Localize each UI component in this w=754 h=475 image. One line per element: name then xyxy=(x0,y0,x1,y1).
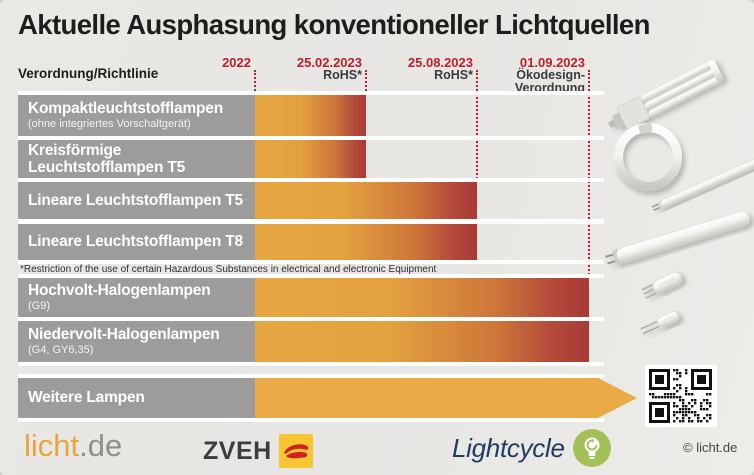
licht-de-orange-text: licht xyxy=(24,428,80,463)
ongoing-arrow-bar xyxy=(255,378,598,418)
zveh-swoosh-icon xyxy=(278,434,313,468)
lamp-photos xyxy=(605,59,754,335)
row-label: Lineare Leuchtstofflampen T5 xyxy=(18,182,255,219)
deadline-dotted-line xyxy=(476,70,478,182)
row-label: Kreisförmige Leuchtstofflampen T5 xyxy=(18,140,255,178)
deadline-dotted-line xyxy=(365,70,367,95)
deadline-date: 2022 xyxy=(222,55,251,70)
lightcycle-logo: Lightcycle xyxy=(452,429,611,467)
arrow-head xyxy=(598,378,637,418)
phase-out-bar xyxy=(255,182,477,219)
row-label: Hochvolt-Halogenlampen (G9) xyxy=(18,278,255,317)
lightcycle-bulb-icon xyxy=(572,429,611,467)
qr-code xyxy=(645,365,717,427)
copyright: © licht.de xyxy=(683,440,738,455)
footnote: *Restriction of the use of certain Hazar… xyxy=(20,263,437,275)
photo-halogen-lamp-g9 xyxy=(641,271,682,299)
photo-compact-fluorescent-lamp xyxy=(607,59,724,129)
zveh-logo: ZVEH xyxy=(203,434,313,468)
deadline-law: RoHS* xyxy=(434,68,473,82)
row-label: Kompaktleuchtstofflampen (ohne integriert… xyxy=(18,95,255,136)
licht-de-logo: licht.de xyxy=(24,428,122,464)
deadline-law: Ökodesign- xyxy=(516,68,585,82)
phase-out-bar xyxy=(255,321,589,362)
timeline-mark: 01.09.2023 Ökodesign- Verordnung xyxy=(438,56,589,95)
lightcycle-label: Lightcycle xyxy=(452,432,565,463)
row-label: Niedervolt-Halogenlampen (G4, GY6,35) xyxy=(18,321,255,362)
timeline-row: Lineare Leuchtstofflampen T5 xyxy=(18,182,604,219)
timeline-mark: 2022 xyxy=(104,56,255,69)
timeline-mark: 25.08.2023 RoHS* xyxy=(326,56,477,82)
page-title: Aktuelle Ausphasung konventioneller Lich… xyxy=(18,9,650,40)
timeline-mark: 25.02.2023 RoHS* xyxy=(215,56,366,82)
deadline-law: Verordnung xyxy=(514,81,585,95)
deadline-date: 01.09.2023 xyxy=(519,55,585,70)
row-label: Weitere Lampen xyxy=(18,378,255,418)
deadline-law: RoHS* xyxy=(323,68,362,82)
timeline-row: Niedervolt-Halogenlampen (G4, GY6,35) xyxy=(18,321,604,362)
zveh-label: ZVEH xyxy=(203,436,272,465)
phase-out-bar xyxy=(255,95,366,136)
timeline-row: Kompaktleuchtstofflampen (ohne integriert… xyxy=(18,95,604,136)
phase-out-bar xyxy=(255,278,589,317)
photo-circular-fluorescent-lamp xyxy=(614,123,682,191)
phase-out-bar xyxy=(255,224,477,260)
deadline-date: 25.02.2023 xyxy=(296,55,362,70)
licht-de-gray-text: .de xyxy=(79,428,123,463)
deadline-dotted-line xyxy=(588,70,590,278)
row-label: Lineare Leuchtstofflampen T8 xyxy=(18,224,255,260)
deadline-date: 25.08.2023 xyxy=(407,55,473,70)
timeline-row: Kreisförmige Leuchtstofflampen T5 xyxy=(18,140,604,178)
photo-linear-tube-t8 xyxy=(605,210,750,266)
deadline-dotted-line xyxy=(254,70,256,95)
timeline-row: Weitere Lampen xyxy=(18,378,637,418)
timeline-row: Hochvolt-Halogenlampen (G9) xyxy=(18,278,604,317)
photo-linear-tube-t5 xyxy=(651,159,754,212)
axis-label: Verordnung/Richtlinie xyxy=(18,66,159,81)
timeline-row: Lineare Leuchtstofflampen T8 xyxy=(18,224,604,260)
photo-halogen-lamp-g4 xyxy=(640,311,680,335)
phase-out-bar xyxy=(255,140,366,178)
